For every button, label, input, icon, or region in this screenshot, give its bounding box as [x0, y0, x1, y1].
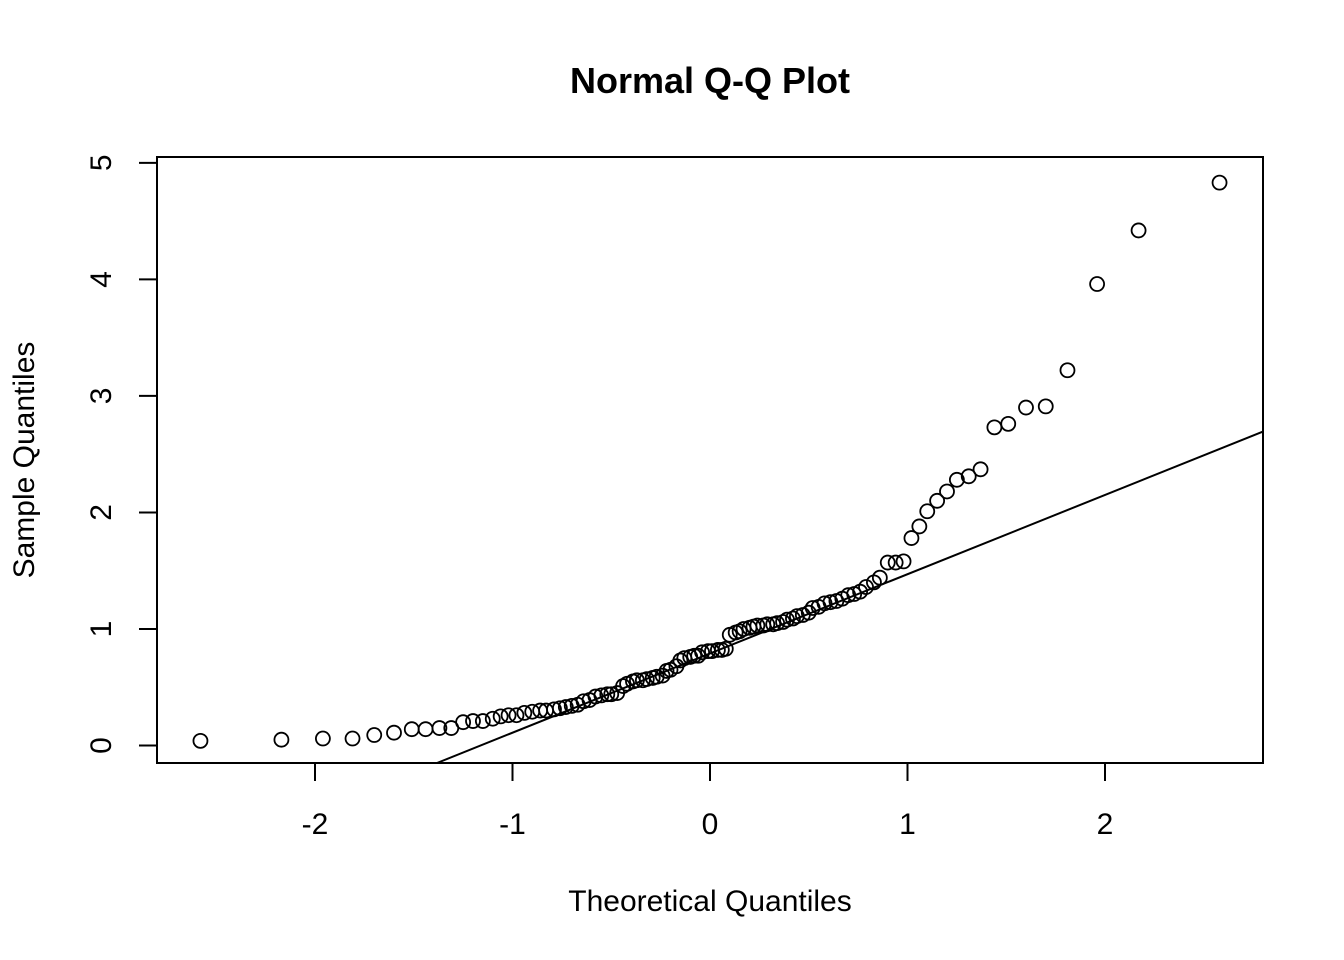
data-point [508, 707, 525, 724]
data-point [686, 647, 703, 664]
y-axis: 0 1 2 3 4 5 [85, 154, 158, 754]
data-point [417, 721, 434, 738]
y-tick-label: 0 [85, 737, 118, 754]
x-tick-label: 2 [1097, 808, 1114, 841]
data-point [1130, 222, 1147, 239]
data-point [599, 686, 616, 703]
data-point [789, 608, 805, 625]
data-point [500, 707, 517, 724]
data-point [431, 720, 448, 736]
data-point [403, 721, 420, 738]
data-point [366, 727, 383, 743]
data-point [903, 530, 920, 546]
data-point [769, 615, 786, 632]
data-point [654, 667, 671, 684]
data-point [638, 671, 655, 687]
data-point [1037, 398, 1054, 415]
data-point [822, 594, 839, 611]
data-point [887, 554, 904, 571]
data-point [759, 616, 776, 633]
data-point [1018, 399, 1034, 416]
data-point [1211, 174, 1228, 191]
data-point [273, 731, 290, 748]
data-point [546, 701, 562, 718]
plot-frame [156, 156, 1264, 764]
data-point [516, 704, 533, 721]
data-point [871, 569, 888, 586]
data-point [474, 713, 491, 729]
data-point [690, 647, 707, 664]
data-point [192, 732, 209, 749]
data-point [694, 644, 710, 661]
data-point [986, 419, 1003, 436]
y-tick-label: 4 [85, 271, 118, 288]
data-point [895, 553, 912, 570]
data-point [344, 730, 361, 747]
data-point [629, 672, 645, 689]
data-point [717, 640, 734, 657]
data-point [492, 708, 509, 725]
data-point [948, 471, 965, 488]
data-point [858, 579, 874, 595]
y-tick-label: 3 [85, 388, 118, 405]
data-point [465, 713, 481, 729]
y-tick-label: 1 [85, 621, 118, 638]
data-point [455, 714, 472, 731]
data-point [1000, 415, 1017, 432]
data-point [816, 595, 833, 612]
data-point [557, 699, 574, 715]
chart-title: Normal Q-Q Plot [570, 60, 850, 101]
data-point [879, 554, 896, 571]
x-tick-label: 0 [702, 808, 719, 841]
data-point [749, 617, 766, 634]
data-point [911, 518, 928, 535]
x-tick-label: -2 [302, 808, 329, 841]
x-tick-label: 1 [899, 808, 916, 841]
data-point [1089, 276, 1105, 292]
data-point [552, 700, 568, 717]
data-point [593, 687, 610, 704]
data-point [1059, 362, 1076, 379]
data-point [960, 468, 977, 485]
data-point [314, 730, 331, 747]
data-point [929, 492, 946, 509]
y-tick-label: 2 [85, 504, 118, 521]
y-tick-label: 5 [85, 154, 118, 171]
data-point [840, 587, 857, 604]
data-point [919, 503, 936, 520]
data-point [603, 686, 620, 703]
x-axis-label: Theoretical Quantiles [568, 885, 851, 918]
data-point [939, 483, 955, 500]
data-point [972, 461, 989, 478]
data-point [484, 710, 501, 727]
y-axis-label: Sample Quantiles [8, 342, 41, 579]
data-point [386, 724, 402, 741]
data-point [779, 611, 795, 628]
x-tick-label: -1 [499, 808, 526, 841]
data-point [587, 688, 604, 705]
data-point [710, 642, 726, 658]
data-points [192, 174, 1228, 749]
x-axis: -2 -1 0 1 2 [302, 762, 1114, 841]
